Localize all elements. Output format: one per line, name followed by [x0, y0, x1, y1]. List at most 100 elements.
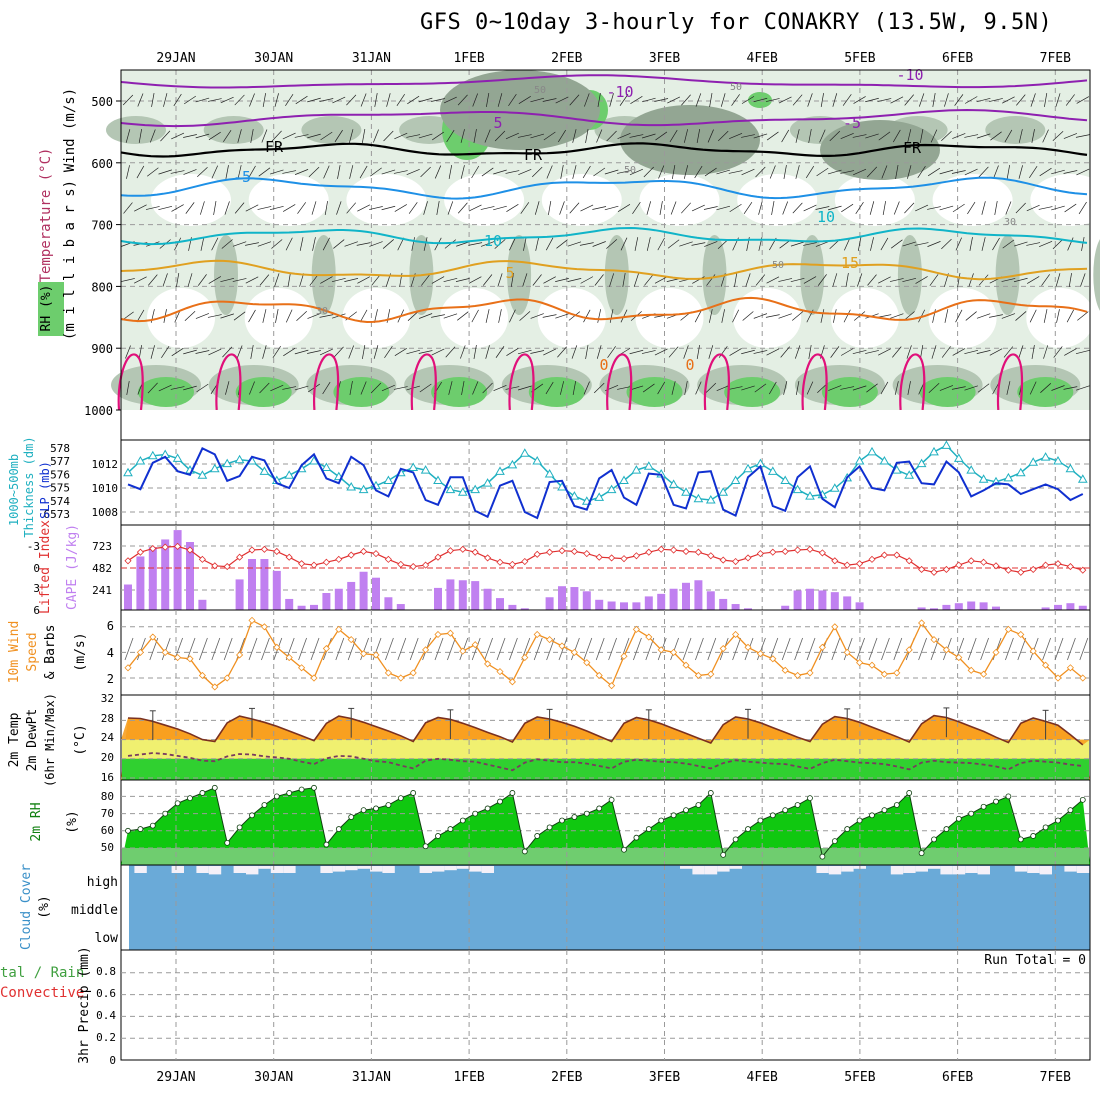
wind-barb	[171, 347, 184, 357]
pressure-tick-label: 600	[91, 157, 113, 171]
thickness-point	[259, 466, 270, 475]
rh-saturated-patch	[431, 377, 488, 407]
wind-barb	[533, 637, 543, 661]
wind-barb	[431, 276, 445, 284]
lifted-index-point	[161, 543, 169, 551]
wind-barb	[548, 201, 552, 215]
slp-tick-label: 1010	[92, 482, 119, 495]
lifted-index-tick-label: 3	[33, 582, 40, 595]
wind-barb	[494, 130, 506, 142]
wind-speed-point	[694, 671, 702, 680]
temperature-axis-title: 2m Temp	[7, 712, 22, 767]
cloud-gap	[283, 866, 296, 873]
rh-point	[596, 805, 603, 812]
wind-barb	[207, 98, 222, 102]
cape-bar	[570, 587, 579, 610]
wind-barb	[248, 165, 256, 179]
cape-bar	[310, 604, 318, 610]
wind-barb	[791, 311, 804, 321]
wind-barb	[819, 129, 826, 143]
rh-tick-label: 70	[101, 807, 114, 820]
cape-bar	[372, 577, 380, 610]
cape-bar	[806, 588, 814, 610]
cape-bar	[719, 598, 728, 610]
wind-barb	[820, 93, 824, 107]
lifted-index-tick-label: 6	[33, 604, 40, 617]
wind-barb	[285, 237, 293, 251]
wind-barb	[596, 129, 603, 143]
wind-barb	[555, 313, 569, 319]
wind-barb	[918, 637, 927, 661]
wind-barb	[597, 309, 602, 323]
temp-contour-25	[703, 353, 730, 411]
wind-speed-point	[595, 671, 603, 680]
wind-barb	[187, 273, 193, 287]
lifted-index-point	[1066, 562, 1074, 571]
wind-barb	[989, 314, 1003, 318]
contour-label: 15	[841, 254, 859, 272]
lifted-index-point	[707, 552, 715, 560]
wind-barb	[213, 201, 217, 215]
wind-barb	[734, 273, 738, 287]
wind-barb	[197, 274, 207, 286]
wind-barb	[629, 349, 644, 355]
wind-barb	[523, 237, 527, 251]
wind-barb	[840, 170, 855, 174]
thickness-point	[743, 463, 753, 473]
wind-barb	[271, 239, 283, 249]
wind-barb	[992, 237, 1000, 251]
rh-point	[980, 803, 987, 810]
wind-barb	[468, 276, 482, 284]
thickness-point	[966, 465, 977, 474]
wind-barb	[803, 242, 817, 246]
precip-legend-rain: tal / Rain	[0, 965, 84, 981]
thickness-point	[867, 446, 877, 456]
cape-bar	[235, 579, 244, 610]
rh-moist-patch	[214, 235, 238, 315]
wind-barb	[249, 381, 255, 395]
lifted-index-point	[595, 553, 603, 561]
wind-barb	[200, 237, 205, 251]
rh-moist-patch	[1093, 239, 1100, 311]
wind-barb	[223, 129, 232, 143]
wind-barb	[878, 348, 891, 356]
contour-label: 5	[493, 114, 502, 132]
wind-barb	[418, 313, 433, 319]
wind-barb	[955, 237, 962, 251]
cape-bar	[124, 584, 132, 610]
wind-barb	[493, 205, 507, 211]
lifted-index-point	[372, 550, 380, 558]
cape-bar	[545, 597, 554, 610]
thickness-point	[792, 484, 803, 494]
wind-barb	[1043, 309, 1048, 323]
wind-barb	[607, 346, 616, 358]
lifted-index-point	[980, 558, 988, 566]
wind-barb	[184, 310, 196, 322]
thickness-point	[445, 484, 456, 494]
wind-barb	[555, 96, 569, 104]
wind-barb	[1006, 165, 1010, 179]
wind-barb	[418, 350, 433, 354]
wind-barb	[1015, 311, 1027, 321]
thickness-axis-title: Thickness (dm)	[22, 436, 36, 537]
temperature-band-mid	[122, 739, 1089, 759]
wind-speed-point	[211, 683, 219, 691]
cloud-gap	[382, 866, 395, 873]
wind-barb	[694, 165, 703, 179]
wind-speed-point	[446, 629, 454, 637]
wind-barb	[471, 637, 481, 661]
wind-barb	[1042, 637, 1051, 661]
wind-barb	[250, 129, 254, 143]
wind-barb	[728, 386, 743, 390]
wind-barb	[902, 241, 916, 247]
day-label-bottom: 29JAN	[156, 1070, 195, 1085]
rh-point	[125, 827, 131, 834]
rh-dry-patch	[830, 288, 899, 348]
cloud-gap	[444, 866, 457, 871]
wind-barb	[443, 313, 458, 319]
wind-barb	[1002, 96, 1015, 104]
wind-speed-point	[620, 652, 628, 660]
wind-barb	[1063, 386, 1078, 390]
wind-barb	[436, 201, 440, 215]
wind-barb	[455, 278, 470, 282]
